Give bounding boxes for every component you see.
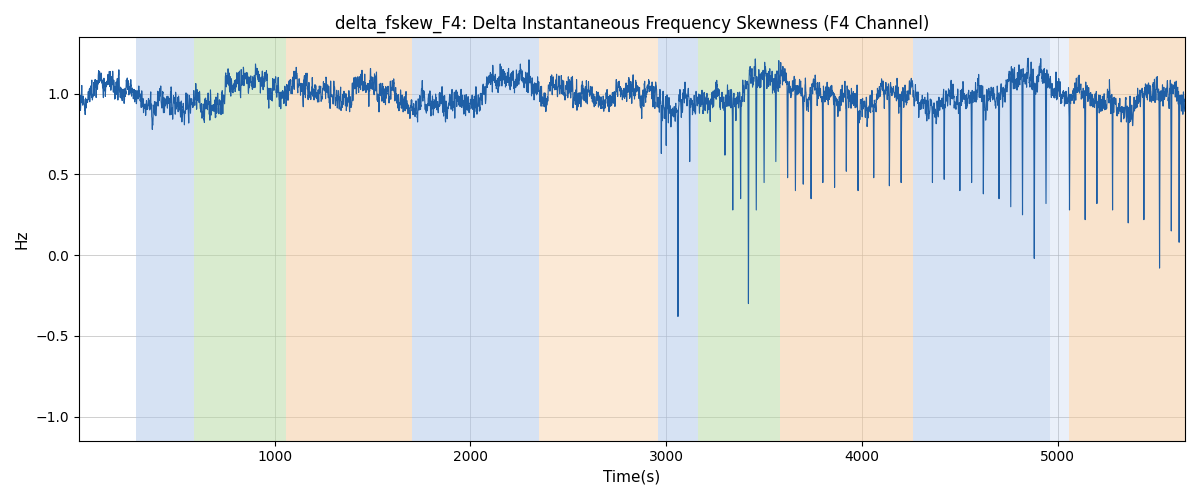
Bar [194,38,287,440]
X-axis label: Time(s): Time(s) [604,470,660,485]
Bar [659,38,697,440]
Bar [539,38,659,440]
Bar [287,38,412,440]
Title: delta_fskew_F4: Delta Instantaneous Frequency Skewness (F4 Channel): delta_fskew_F4: Delta Instantaneous Freq… [335,15,929,34]
Y-axis label: Hz: Hz [14,230,30,249]
Bar [136,38,194,440]
Bar [1069,38,1184,440]
Bar [780,38,913,440]
Bar [697,38,780,440]
Bar [412,38,539,440]
Bar [913,38,1050,440]
Bar [1050,38,1069,440]
